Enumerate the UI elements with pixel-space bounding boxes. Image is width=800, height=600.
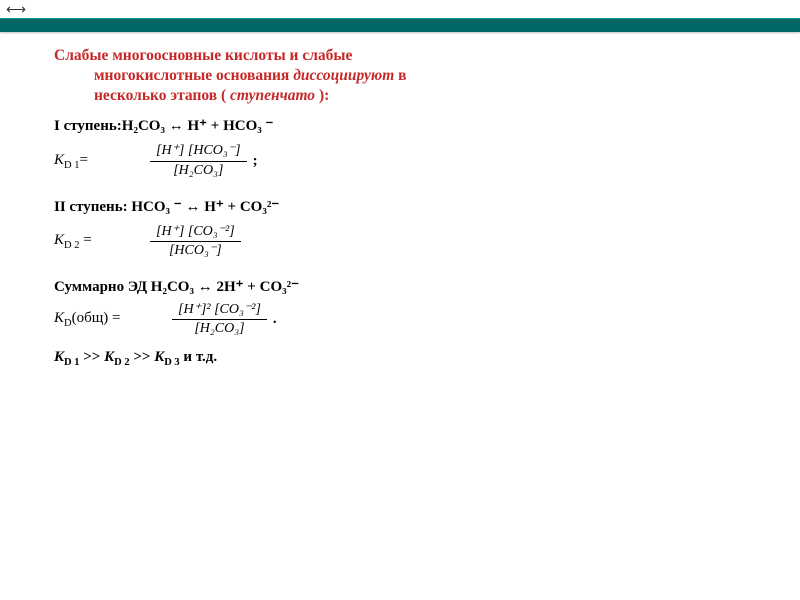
- cmp-k2: K: [104, 349, 114, 365]
- kdtot-eq: =: [108, 310, 120, 326]
- title-line2-em: диссоциируют: [293, 67, 394, 84]
- title-line2a: многокислотные основания: [94, 67, 293, 84]
- header-bar: [0, 18, 800, 32]
- cmp-gg1: >>: [79, 349, 104, 365]
- compare-line: KD 1 >> KD 2 >> KD 3 и т.д.: [54, 349, 772, 368]
- slide-content: Слабые многоосновные кислоты и слабые мн…: [54, 46, 772, 592]
- step1-label: I ступень:H₂CO₃ ↔ H⁺ + HCO₃ ⁻: [54, 116, 772, 135]
- title-line2b: в: [394, 67, 406, 84]
- cmp-k3-sub: D 3: [164, 357, 179, 368]
- title-line3-em: ступенчато: [230, 87, 315, 104]
- step1-den: [H₂CO₃]: [167, 162, 229, 179]
- cmp-tail: и т.д.: [180, 349, 217, 365]
- kd1-eq: =: [79, 152, 87, 168]
- summary-after: .: [273, 311, 277, 328]
- kd2-sub: D 2: [64, 240, 79, 251]
- cmp-k3: K: [154, 349, 164, 365]
- step2-num: [H⁺] [CO₃⁻²]: [150, 224, 241, 242]
- step1-equation: KD 1= [H⁺] [HCO₃⁻] [H₂CO₃] ;: [54, 143, 772, 178]
- cmp-k2-sub: D 2: [114, 357, 129, 368]
- summary-num: [H⁺]² [CO₃⁻²]: [172, 302, 267, 320]
- kd1-k: K: [54, 152, 64, 168]
- step2-fraction: [H⁺] [CO₃⁻²] [HCO₃⁻]: [150, 224, 241, 259]
- summary-fraction: [H⁺]² [CO₃⁻²] [H₂CO₃]: [172, 302, 267, 337]
- step2-label: II ступень: HCO₃ ⁻ ↔ H⁺ + CO₃²⁻: [54, 197, 772, 216]
- kd1-sub: D 1: [64, 160, 79, 171]
- kd2-k: K: [54, 232, 64, 248]
- summary-equation: KD(общ) = [H⁺]² [CO₃⁻²] [H₂CO₃] .: [54, 302, 772, 337]
- title-line3a: несколько этапов (: [94, 87, 230, 104]
- title-block: Слабые многоосновные кислоты и слабые мн…: [54, 46, 772, 106]
- cmp-k1-sub: D 1: [64, 357, 79, 368]
- kdtot-sub: D: [64, 318, 72, 329]
- kd2-eq: =: [79, 232, 91, 248]
- step1-fraction: [H⁺] [HCO₃⁻] [H₂CO₃]: [150, 143, 247, 178]
- summary-label: Суммарно ЭД H₂CO₃ ↔ 2H⁺ + CO₃²⁻: [54, 277, 772, 296]
- title-line1: Слабые многоосновные кислоты и слабые: [54, 47, 352, 64]
- kdtot-k: K: [54, 310, 64, 326]
- cmp-k1: K: [54, 349, 64, 365]
- double-arrow-icon: ⟷: [6, 2, 26, 19]
- step2-den: [HCO₃⁻]: [163, 242, 228, 259]
- cmp-gg2: >>: [130, 349, 155, 365]
- summary-den: [H₂CO₃]: [188, 320, 250, 337]
- step2-equation: KD 2 = [H⁺] [CO₃⁻²] [HCO₃⁻]: [54, 224, 772, 259]
- kdtot-paren: (общ): [72, 310, 109, 326]
- step1-num: [H⁺] [HCO₃⁻]: [150, 143, 247, 161]
- step1-after: ;: [253, 153, 258, 170]
- title-line3b: ):: [315, 87, 329, 104]
